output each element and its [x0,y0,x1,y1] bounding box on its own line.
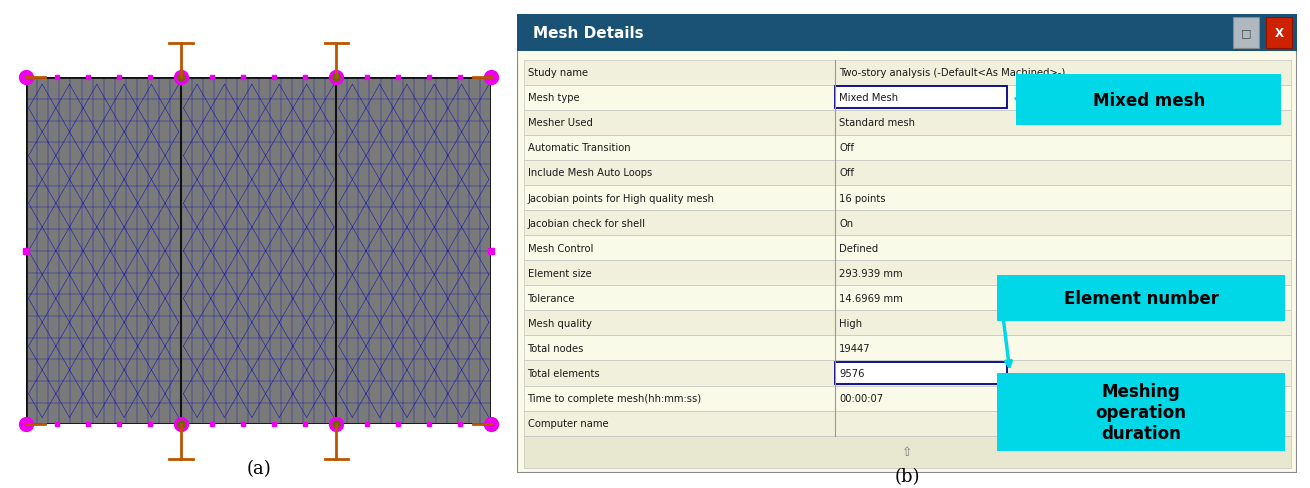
Bar [524,285,1290,311]
Text: High: High [840,318,862,328]
Bar [1265,18,1292,49]
Bar [524,136,1290,161]
Bar [524,361,1290,386]
Bar [836,87,1007,109]
Bar [524,236,1290,261]
FancyBboxPatch shape [1017,75,1281,125]
Text: Standard mesh: Standard mesh [840,118,916,128]
Text: Jacobian points for High quality mesh: Jacobian points for High quality mesh [528,193,714,203]
Text: Mesh type: Mesh type [528,93,579,103]
Text: Mesh quality: Mesh quality [528,318,591,328]
Text: Total nodes: Total nodes [528,343,584,353]
Bar [524,336,1290,361]
Bar [524,185,1290,211]
Text: Element number: Element number [1064,289,1218,307]
Text: On: On [840,218,854,228]
Text: 00:00:07: 00:00:07 [840,393,883,403]
Text: Element size: Element size [528,268,591,278]
Text: Mixed Mesh: Mixed Mesh [840,93,899,103]
Text: Defined: Defined [840,243,879,253]
Bar [524,111,1290,136]
Text: Mixed mesh: Mixed mesh [1093,91,1205,109]
Bar [524,411,1290,436]
Text: Study name: Study name [528,68,588,78]
Bar [1233,18,1259,49]
Text: (b): (b) [895,468,920,486]
Text: Mesh Details: Mesh Details [533,26,643,41]
FancyBboxPatch shape [997,373,1285,451]
Text: □: □ [1241,28,1251,39]
Bar [836,362,1007,385]
Text: 9576: 9576 [840,368,865,378]
Text: (a): (a) [246,460,271,477]
Text: Computer name: Computer name [528,418,608,428]
Text: Off: Off [840,168,854,178]
Bar [517,15,1297,52]
Text: 16 points: 16 points [840,193,886,203]
Text: 293.939 mm: 293.939 mm [840,268,903,278]
Text: Off: Off [840,143,854,153]
Text: Mesher Used: Mesher Used [528,118,592,128]
Text: Mesh Control: Mesh Control [528,243,593,253]
Text: Time to complete mesh(hh:mm:ss): Time to complete mesh(hh:mm:ss) [528,393,702,403]
Text: Tolerance: Tolerance [528,293,575,303]
Text: Meshing
operation
duration: Meshing operation duration [1095,382,1187,442]
Text: Automatic Transition: Automatic Transition [528,143,630,153]
Text: Total elements: Total elements [528,368,600,378]
Bar [524,261,1290,285]
FancyBboxPatch shape [997,275,1285,321]
Text: X: X [1275,27,1284,40]
Text: Two-story analysis (-Default<As Machined>-): Two-story analysis (-Default<As Machined… [840,68,1065,78]
Bar [524,85,1290,111]
Text: Include Mesh Auto Loops: Include Mesh Auto Loops [528,168,652,178]
Text: 19447: 19447 [840,343,871,353]
Bar [524,386,1290,411]
Text: Jacobian check for shell: Jacobian check for shell [528,218,646,228]
Bar [524,211,1290,236]
Bar [524,436,1290,468]
Bar [524,61,1290,85]
Text: ⇧: ⇧ [901,446,913,458]
Bar [524,161,1290,185]
Bar [524,311,1290,336]
Text: 14.6969 mm: 14.6969 mm [840,293,903,303]
